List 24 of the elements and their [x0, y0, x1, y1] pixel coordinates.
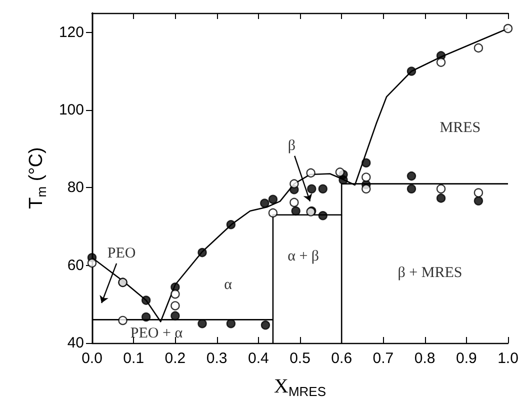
- x-tick-label: 0.6: [331, 350, 352, 367]
- x-tick-label: 1.0: [498, 350, 518, 367]
- x-tick-label: 0.8: [414, 350, 436, 367]
- x-tick-label: 0.7: [372, 350, 394, 367]
- x-tick-label: 0.4: [248, 350, 269, 367]
- x-tick-label: 0.5: [290, 350, 310, 367]
- x-tick-label: 0.9: [456, 350, 477, 367]
- x-tick-label: 0.0: [82, 350, 102, 367]
- y-tick-label: 100: [58, 102, 84, 119]
- y-tick-label: 120: [58, 24, 84, 41]
- annotation: α: [224, 276, 232, 293]
- x-tick-label: 0.1: [123, 350, 144, 367]
- y-axis-title: Tm (°C): [26, 147, 49, 209]
- annotation: PEO + α: [130, 325, 183, 342]
- annotation: α + β: [288, 248, 320, 264]
- annotation: β + MRES: [398, 265, 462, 282]
- annotation: β: [288, 138, 296, 154]
- x-tick-label: 0.2: [164, 350, 186, 367]
- y-tick-label: 80: [67, 179, 84, 196]
- annotation: MRES: [440, 120, 481, 136]
- x-tick-label: 0.3: [206, 350, 228, 367]
- annotation: PEO: [107, 246, 136, 262]
- y-tick-label: 60: [67, 256, 84, 274]
- y-tick-label: 40: [67, 334, 84, 352]
